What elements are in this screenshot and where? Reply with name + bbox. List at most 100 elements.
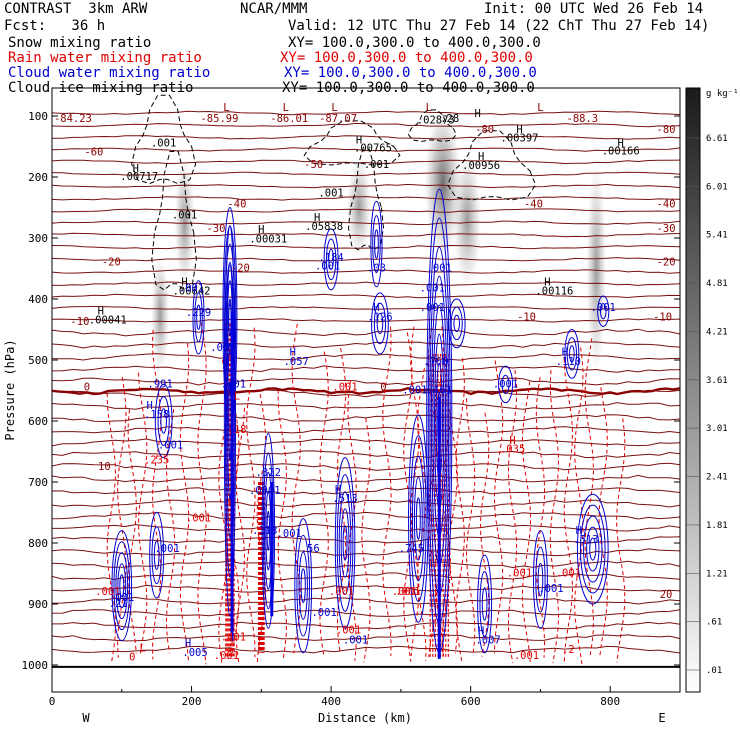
cloud-water-label: .001 — [420, 283, 445, 295]
cloud-water-label: .113 — [252, 525, 277, 537]
cloud-water-contour — [597, 295, 610, 327]
cloud-water-contour — [323, 228, 339, 291]
y-tick-label: 400 — [28, 293, 48, 306]
cloud-water-label: .158 — [144, 409, 169, 421]
rain-contour — [246, 327, 256, 658]
snow-shading-plume — [347, 158, 372, 257]
temperature-label: 0 — [84, 382, 90, 394]
rain-contour — [235, 407, 246, 665]
isotherm-line — [52, 183, 680, 189]
field-name-snow: Snow mixing ratio — [8, 35, 152, 51]
snow-ice-contour — [447, 130, 537, 201]
temperature-label: -88.3 — [567, 113, 599, 125]
rain-contour — [403, 332, 413, 662]
cloud-water-label: .001 — [154, 543, 179, 555]
isotherm-line — [52, 572, 680, 581]
field-xy-cloud-ice: XY= 100.0,300.0 to 400.0,300.0 — [282, 80, 535, 96]
cloud-water-contour — [294, 518, 313, 654]
cloud-water-label: .322 — [256, 467, 281, 479]
temperature-label: -40 — [227, 199, 246, 211]
snow-ice-label: .05838 — [305, 221, 343, 233]
x-tick-label: 600 — [461, 695, 481, 708]
cloud-water-contour — [196, 304, 201, 330]
snow-ice-contour — [303, 120, 401, 166]
temperature-label: -84.23 — [54, 113, 92, 125]
cloud-water-label: .001 — [158, 439, 183, 451]
rain-label: L — [234, 391, 240, 403]
cloud-water-contour — [225, 261, 234, 373]
rain-contour — [319, 351, 329, 657]
colorbar — [685, 87, 701, 693]
temperature-label: -86.01 — [270, 113, 308, 125]
cloud-water-contour — [429, 246, 450, 596]
rain-contour — [347, 380, 357, 661]
temperature-label: L — [223, 102, 229, 114]
isotherm-line — [52, 196, 680, 201]
snow-ice-label: H — [544, 277, 550, 289]
cloud-water-contour — [194, 292, 203, 343]
snow-ice-label: .00166 — [602, 145, 640, 157]
x-tick-label: 0 — [49, 695, 56, 708]
cloud-water-contour — [226, 303, 234, 539]
colorbar-tick-label: .61 — [706, 618, 722, 628]
snow-ice-label: .00717 — [120, 171, 158, 183]
snow-ice-contour — [347, 148, 385, 251]
temperature-label: -85.99 — [200, 113, 238, 125]
cloud-water-label: H — [290, 347, 296, 359]
rain-contour — [521, 381, 532, 663]
colorbar-tick-label: 1.21 — [706, 569, 728, 579]
rain-label: .2 — [562, 644, 575, 656]
rain-contour — [535, 377, 546, 658]
cloud-water-contour — [426, 188, 453, 654]
temperature-label: -10 — [653, 311, 672, 323]
cloud-water-contour — [298, 551, 308, 620]
isotherm-line — [52, 426, 680, 434]
cloud-water-contour — [408, 414, 429, 623]
cloud-water-contour — [413, 476, 423, 561]
snow-ice-label: H — [618, 138, 624, 150]
temperature-label: -80 — [657, 124, 676, 136]
rain-label: 0 — [129, 652, 135, 664]
rain-label: .001 — [332, 382, 357, 394]
snow-ice-label: .00041 — [89, 314, 127, 326]
zero-isotherm — [52, 386, 680, 396]
rain-contour — [479, 412, 490, 657]
snow-ice-label: H — [314, 212, 320, 224]
isotherm-line — [52, 524, 680, 532]
snow-ice-label: .001 — [172, 209, 197, 221]
isotherm-line — [52, 499, 680, 508]
cloud-water-contour — [115, 552, 129, 620]
temperature-label: -20 — [102, 256, 121, 268]
isotherm-line — [52, 462, 680, 471]
temperature-label: -30 — [657, 223, 676, 235]
rain-contour — [197, 322, 207, 665]
cloud-water-label: .001 — [591, 302, 616, 314]
snow-ice-label: .00116 — [535, 286, 573, 298]
isotherm-line — [52, 645, 680, 654]
field-xy-rain: XY= 100.0,300.0 to 400.0,300.0 — [280, 50, 533, 66]
isotherm-line — [52, 305, 680, 311]
cloud-water-contour — [410, 435, 427, 603]
rain-contour — [117, 377, 127, 658]
snow-ice-label: .00956 — [462, 160, 500, 172]
isotherm-line — [52, 135, 680, 140]
cloud-water-label: .03 — [367, 263, 386, 275]
rain-label: .001 — [95, 586, 120, 598]
cloud-water-contour — [535, 546, 546, 613]
cloud-water-contour — [160, 408, 167, 434]
temperature-label: L — [331, 102, 337, 114]
cloud-water-contour — [340, 508, 350, 578]
rain-contour — [507, 369, 518, 663]
isotherm-line — [52, 633, 680, 642]
cloud-water-label: .56 — [301, 543, 320, 555]
colorbar-tick-label: 1.81 — [706, 521, 728, 531]
cloud-water-contour — [430, 275, 448, 567]
cloud-water-label: .001 — [402, 385, 427, 397]
cloud-water-contour — [266, 510, 271, 551]
cloud-water-contour — [498, 365, 514, 404]
snow-ice-label: H — [516, 124, 522, 136]
cloud-water-contour — [336, 474, 354, 612]
y-tick-label: 100 — [28, 110, 48, 123]
isotherm-line — [52, 159, 680, 165]
